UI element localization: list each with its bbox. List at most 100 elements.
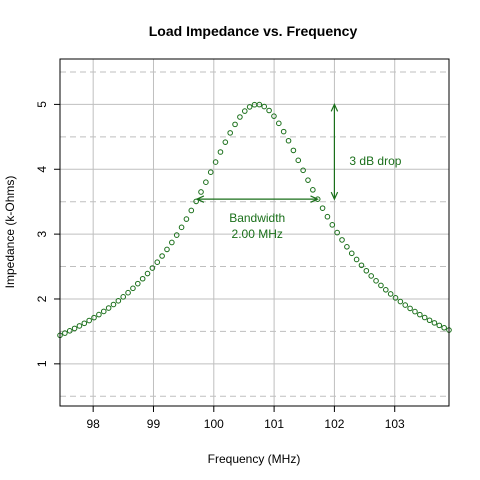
data-point: [144, 270, 151, 277]
data-point: [363, 267, 370, 274]
data-point: [319, 205, 326, 211]
y-tick-label: 3: [35, 230, 49, 237]
data-point: [334, 229, 340, 236]
annotation-layer: Bandwidth 2.00 MHz 3 dB drop: [195, 102, 402, 241]
data-point: [110, 301, 117, 308]
data-point: [100, 308, 107, 315]
y-axis-label: Impedance (k-Ohms): [3, 176, 17, 289]
data-point: [135, 280, 141, 287]
data-point: [173, 232, 180, 238]
data-point: [96, 311, 102, 318]
drop-arrowhead-bottom: [330, 191, 339, 201]
data-point: [392, 295, 399, 301]
x-tick-label: 103: [385, 417, 405, 431]
data-point: [227, 130, 233, 136]
data-point: [178, 224, 185, 231]
data-point: [130, 285, 136, 292]
data-point: [207, 169, 214, 175]
data-point: [169, 239, 175, 246]
data-point: [436, 322, 443, 329]
data-point: [412, 308, 418, 315]
data-point: [353, 256, 360, 263]
x-tick-label: 98: [86, 417, 100, 431]
data-point: [310, 187, 316, 193]
data-point: [212, 159, 219, 165]
data-point: [246, 104, 253, 110]
data-point: [232, 121, 238, 128]
data-point: [261, 103, 268, 110]
data-point: [66, 328, 73, 334]
bandwidth-arrowhead-right: [310, 195, 319, 203]
data-point: [417, 311, 423, 318]
bandwidth-label: Bandwidth: [229, 211, 285, 225]
data-point: [164, 246, 170, 253]
data-point: [86, 317, 92, 324]
data-point: [324, 213, 331, 220]
x-axis-label: Frequency (MHz): [208, 452, 301, 466]
data-point: [159, 253, 165, 259]
data-point: [203, 179, 209, 185]
drop-arrowhead-top: [330, 102, 339, 112]
data-point: [441, 324, 447, 331]
data-point: [431, 320, 438, 326]
y-tick-label: 2: [35, 295, 49, 302]
data-point: [305, 177, 311, 183]
data-point: [339, 237, 345, 243]
data-point: [295, 157, 302, 164]
y-tick-label: 1: [35, 360, 49, 367]
axis-layer: 98 99 100 101 102 103 1 2 3 4 5: [35, 58, 450, 431]
data-point: [387, 291, 394, 297]
chart-title: Load Impedance vs. Frequency: [149, 23, 358, 39]
y-tick-label: 5: [35, 101, 49, 108]
series-layer: [57, 101, 452, 339]
data-point: [373, 278, 379, 284]
data-point: [115, 297, 122, 304]
data-point: [241, 108, 248, 114]
data-point: [421, 314, 428, 321]
data-point: [62, 330, 68, 336]
bandwidth-arrowhead-left: [195, 195, 205, 203]
x-tick-label: 102: [324, 417, 344, 431]
data-point: [120, 294, 127, 300]
data-point: [198, 189, 204, 195]
data-point: [154, 259, 161, 265]
data-point: [125, 289, 131, 296]
data-point: [368, 273, 375, 279]
data-point: [222, 139, 229, 145]
data-point: [329, 222, 336, 228]
data-point: [237, 114, 243, 120]
data-point: [76, 323, 83, 329]
data-point: [188, 207, 195, 214]
data-point: [91, 314, 97, 321]
data-point: [183, 216, 190, 222]
data-point: [348, 250, 355, 257]
bandwidth-value-label: 2.00 MHz: [232, 227, 283, 241]
data-point: [266, 107, 272, 114]
data-point: [149, 265, 156, 271]
x-tick-label: 101: [264, 417, 284, 431]
data-point: [105, 305, 112, 311]
data-point: [382, 287, 389, 293]
data-point: [276, 120, 282, 127]
data-point: [378, 282, 384, 289]
data-point: [71, 325, 78, 332]
data-point: [256, 101, 263, 108]
plot-frame: [59, 58, 450, 407]
data-point: [271, 113, 277, 119]
data-point: [397, 298, 404, 305]
data-point: [290, 147, 297, 154]
data-point: [358, 262, 365, 269]
x-tick-label: 100: [204, 417, 224, 431]
data-point: [402, 302, 409, 308]
data-point: [285, 137, 292, 144]
x-tick-label: 99: [147, 417, 161, 431]
data-point: [139, 275, 146, 282]
data-point: [344, 244, 350, 250]
y-tick-label: 4: [35, 166, 49, 173]
data-point: [280, 128, 287, 135]
drop-label: 3 dB drop: [349, 154, 401, 168]
data-point: [407, 305, 413, 312]
